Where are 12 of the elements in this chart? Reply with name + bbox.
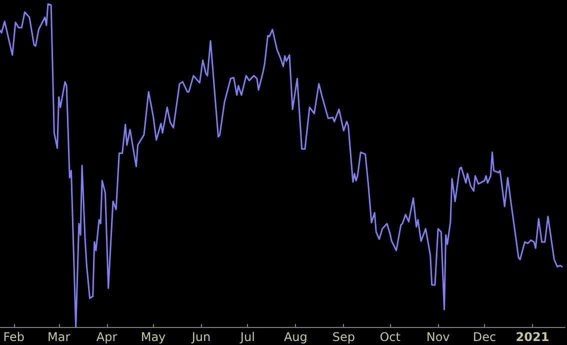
x-tick-label: Feb [3,330,25,344]
x-tick-label: Aug [284,330,308,344]
x-tick-label: Nov [426,330,450,344]
x-tick-label: Sep [332,330,355,344]
x-tick-label: 2021 [516,330,550,344]
x-tick-label: Dec [472,330,496,344]
x-tick-label: Oct [380,330,401,344]
x-tick-label: Mar [48,330,70,344]
x-tick-label: Jun [190,330,211,344]
x-tick-label: May [140,330,166,344]
x-tick-label: Jul [239,330,255,344]
x-tick-label: Apr [96,330,118,344]
